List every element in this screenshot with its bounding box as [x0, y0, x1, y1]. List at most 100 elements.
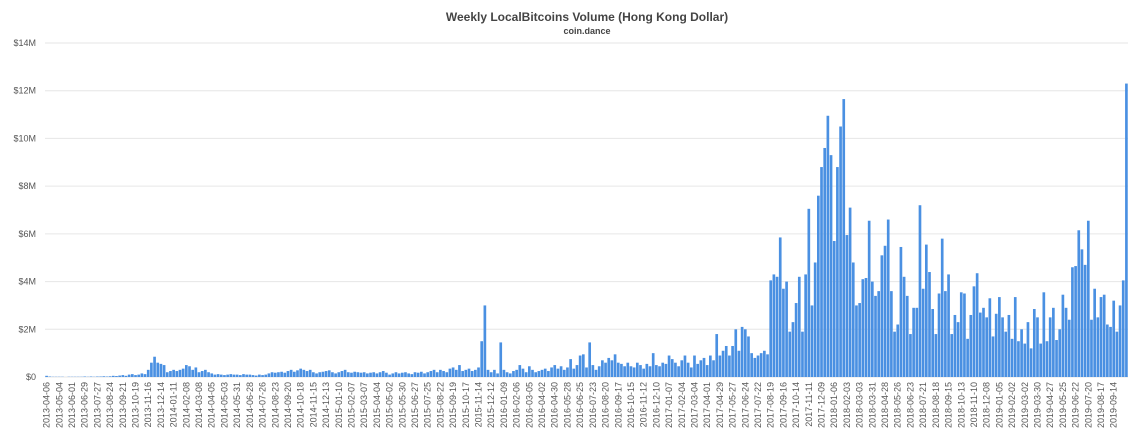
bar	[566, 367, 569, 377]
x-tick-label: 2017-10-14	[791, 382, 801, 428]
x-tick-label: 2017-12-09	[817, 382, 827, 428]
bar	[414, 372, 417, 377]
y-tick-label: $12M	[13, 86, 36, 96]
x-tick-label: 2016-07-23	[588, 382, 598, 428]
bar	[417, 373, 420, 377]
bar	[236, 375, 239, 377]
bar	[296, 370, 299, 377]
x-tick-label: 2013-06-29	[80, 382, 90, 428]
bar	[344, 370, 347, 377]
x-tick-label: 2016-03-05	[524, 382, 534, 428]
x-tick-label: 2015-08-22	[435, 382, 445, 428]
bar	[1119, 305, 1122, 377]
bar	[687, 363, 690, 377]
bar	[887, 220, 890, 377]
x-tick-label: 2019-05-25	[1058, 382, 1068, 428]
bar	[1084, 265, 1087, 377]
bar	[112, 376, 115, 377]
bar	[283, 373, 286, 377]
x-tick-label: 2017-05-27	[728, 382, 738, 428]
bar	[766, 354, 769, 377]
bar	[395, 372, 398, 377]
x-tick-label: 2019-09-14	[1109, 382, 1119, 428]
bar	[458, 365, 461, 377]
x-tick-label: 2014-07-26	[258, 382, 268, 428]
bar	[550, 367, 553, 377]
bar	[696, 364, 699, 377]
x-tick-label: 2015-11-14	[474, 382, 484, 427]
bar	[976, 273, 979, 377]
bar	[220, 375, 223, 377]
bar	[807, 209, 810, 377]
bar	[630, 366, 633, 377]
bar	[680, 360, 683, 377]
x-tick-label: 2013-07-27	[92, 382, 102, 428]
bar	[150, 363, 153, 377]
x-tick-label: 2015-01-10	[334, 382, 344, 428]
bar	[268, 373, 271, 377]
x-tick-label: 2017-04-01	[702, 382, 712, 428]
x-tick-label: 2013-05-04	[54, 382, 64, 428]
bar	[455, 370, 458, 377]
bar	[611, 360, 614, 377]
bar	[356, 372, 359, 377]
bar	[601, 360, 604, 377]
x-tick-label: 2018-03-03	[855, 382, 865, 428]
bar	[868, 221, 871, 377]
x-tick-label: 2015-02-07	[346, 382, 356, 428]
bar	[1062, 295, 1065, 377]
bar	[309, 370, 312, 377]
bar	[382, 371, 385, 377]
bar	[204, 370, 207, 377]
bar	[287, 371, 290, 377]
bar	[468, 369, 471, 377]
x-tick-label: 2016-11-12	[639, 382, 649, 427]
bar	[925, 245, 928, 377]
bar	[795, 303, 798, 377]
bar	[410, 374, 413, 377]
bar	[350, 373, 353, 377]
bar	[817, 196, 820, 377]
bar	[328, 370, 331, 377]
x-tick-label: 2014-05-03	[219, 382, 229, 428]
bar	[728, 356, 731, 377]
bar	[649, 366, 652, 377]
bar	[420, 372, 423, 377]
x-tick-label: 2014-08-23	[270, 382, 280, 428]
bar	[776, 277, 779, 377]
bar	[1043, 292, 1046, 377]
bar	[792, 322, 795, 377]
bar	[919, 205, 922, 377]
bar	[579, 356, 582, 377]
bar	[741, 327, 744, 377]
bar	[982, 308, 985, 377]
bar	[525, 372, 528, 377]
y-tick-label: $4M	[18, 277, 36, 287]
x-tick-label: 2013-08-24	[105, 382, 115, 428]
x-tick-label: 2017-03-04	[689, 382, 699, 428]
bar	[1125, 84, 1128, 377]
bar	[668, 356, 671, 377]
bar	[385, 373, 388, 377]
bar	[484, 305, 487, 377]
bar	[506, 372, 509, 377]
x-tick-label: 2018-06-23	[905, 382, 915, 428]
bar	[1103, 295, 1106, 377]
bar	[534, 372, 537, 377]
x-tick-label: 2013-10-19	[131, 382, 141, 428]
bar	[436, 372, 439, 377]
x-tick-label: 2015-03-07	[359, 382, 369, 428]
x-tick-label: 2018-01-06	[829, 382, 839, 428]
x-tick-label: 2014-09-20	[283, 382, 293, 428]
bar	[588, 342, 591, 377]
bar	[445, 372, 448, 377]
bar	[906, 296, 909, 377]
bar	[299, 369, 302, 377]
bar	[842, 99, 845, 377]
bar	[499, 342, 502, 377]
bar	[763, 351, 766, 377]
bar	[890, 291, 893, 377]
bar	[528, 366, 531, 377]
bar	[684, 356, 687, 377]
